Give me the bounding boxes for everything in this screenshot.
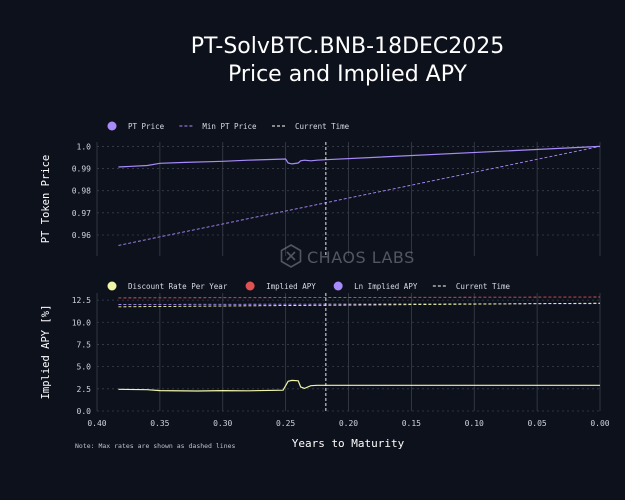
y-tick-label: 0.98 [72, 187, 91, 196]
y-tick-label: 0.0 [77, 407, 92, 416]
legend-label: Discount Rate Per Year [128, 282, 228, 291]
legend-marker-icon [245, 281, 255, 291]
x-tick-label: 0.40 [87, 419, 106, 428]
series-line-implied-apy [118, 296, 601, 299]
chaos-labs-logo-icon [280, 244, 302, 268]
legend-label: Current Time [295, 122, 350, 131]
legend-label: Ln Implied APY [354, 282, 418, 291]
x-tick-label: 0.10 [465, 419, 484, 428]
legend-label: PT Price [128, 122, 165, 131]
x-tick-label: 0.05 [527, 419, 546, 428]
plot-implied-apy: 0.40 0.35 0.30 0.25 0.20 0.15 0.10 0.05 0.00 0.0 2… [40, 293, 610, 428]
x-tick-label: 0.35 [150, 419, 169, 428]
x-tick-label: 0.20 [339, 419, 358, 428]
series-line-discount-rate-per-year [118, 302, 601, 308]
y-tick-label: 1.0 [77, 142, 92, 151]
y-axis-label: PT Token Price [40, 155, 52, 244]
series-line-min-pt-price [118, 145, 601, 246]
y-tick-label: 7.5 [77, 340, 92, 349]
note-text: Note: Max rates are shown as dashed line… [75, 442, 236, 450]
legend-marker-icon [333, 281, 343, 291]
title-line-1: PT-SolvBTC.BNB-18DEC2025 [190, 34, 505, 59]
legend-top: PT Price Min PT Price Current Time [107, 121, 350, 131]
legend-label: Min PT Price [202, 122, 257, 131]
watermark-text: CHAOS LABS [307, 248, 415, 267]
y-axis-label: Implied APY [%] [40, 305, 52, 400]
y-tick-label: 5.0 [77, 363, 92, 372]
x-tick-label: 0.30 [213, 419, 232, 428]
legend-bottom: Discount Rate Per Year Implied APY Ln Impl… [107, 281, 511, 291]
chart-title: PT-SolvBTC.BNB-18DEC2025 Price and Impli… [0, 33, 625, 89]
x-tick-label: 0.00 [590, 419, 609, 428]
y-tick-label: 2.5 [77, 385, 92, 394]
watermark: CHAOS LABS [280, 244, 415, 268]
series-line-ln-implied-apy [118, 303, 601, 305]
plot-pt-price: 0.96 0.97 0.98 0.99 1.0 PT Token Price [40, 142, 601, 256]
x-tick-label: 0.15 [402, 419, 421, 428]
y-tick-label: 0.99 [72, 165, 91, 174]
series-line-pt-price [118, 145, 601, 168]
legend-label: Current Time [456, 282, 511, 291]
x-tick-label: 0.25 [276, 419, 295, 428]
y-tick-label: 12.5 [72, 296, 91, 305]
y-tick-label: 0.97 [72, 209, 91, 218]
y-tick-label: 10.0 [72, 318, 91, 327]
x-axis-label: Years to Maturity [292, 437, 405, 450]
legend-label: Implied APY [266, 282, 316, 291]
series-line-discount-rate-per-year [118, 379, 600, 392]
legend-marker-icon [107, 281, 117, 291]
title-line-2: Price and Implied APY [228, 62, 467, 87]
legend-marker-icon [107, 121, 117, 131]
y-tick-label: 0.96 [72, 231, 91, 240]
